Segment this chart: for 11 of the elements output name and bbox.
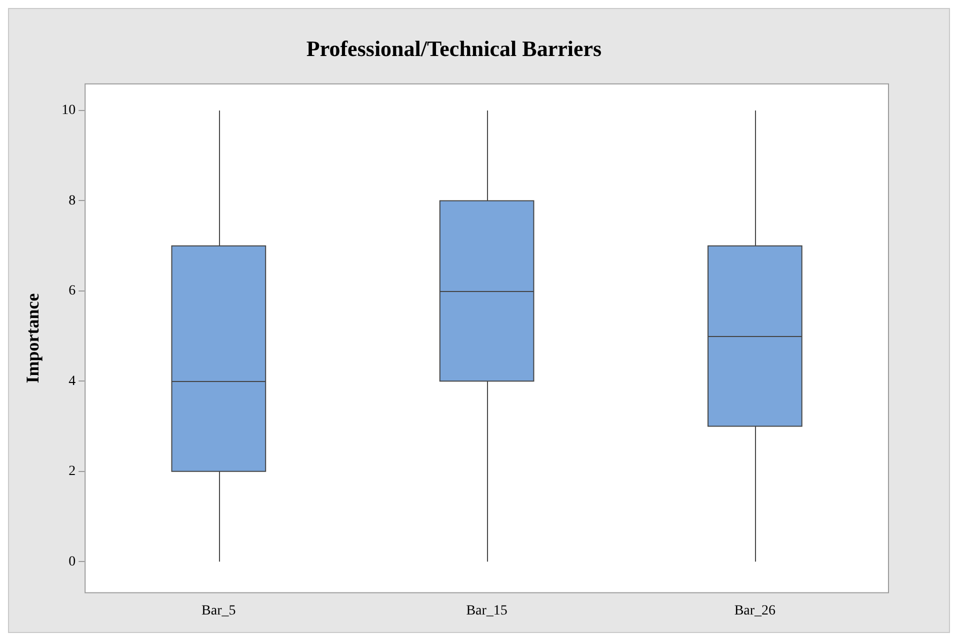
chart-title: Professional/Technical Barriers	[306, 36, 602, 61]
y-tick-label: 0	[68, 554, 76, 570]
x-tick-label: Bar_15	[466, 603, 508, 618]
y-tick-label: 4	[68, 374, 76, 389]
y-tick-label: 2	[68, 464, 76, 480]
x-tick-label: Bar_26	[734, 603, 776, 618]
y-tick-label: 8	[68, 193, 76, 208]
y-tick-label: 10	[62, 103, 76, 118]
y-tick-label: 6	[68, 284, 76, 299]
x-tick-label: Bar_5	[202, 603, 236, 618]
y-axis-title: Importance	[22, 293, 42, 384]
